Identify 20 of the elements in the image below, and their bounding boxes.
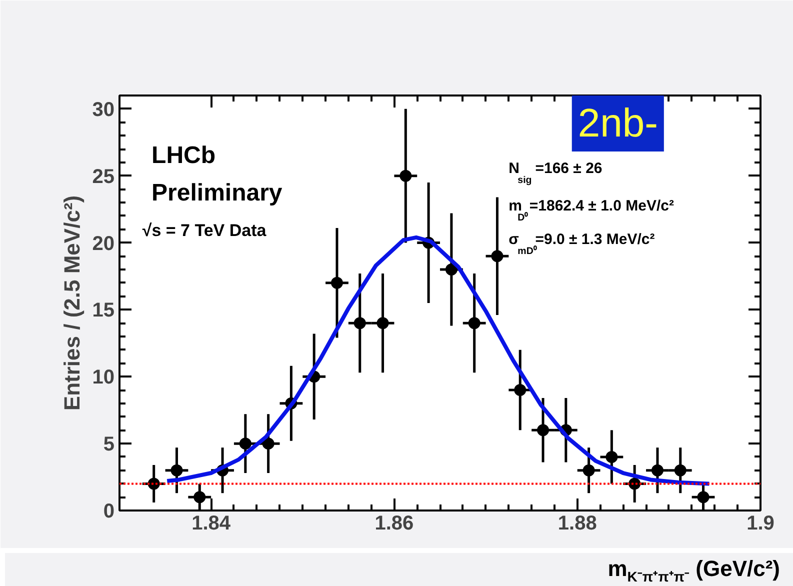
- x-tick-label: 1.84: [192, 512, 232, 534]
- annotation: √s = 7 TeV Data: [142, 221, 267, 240]
- annotation: Preliminary: [152, 180, 283, 207]
- annotation: σmD⁰=9.0 ± 1.3 MeV/c²: [508, 231, 655, 258]
- y-tick-label: 10: [92, 366, 115, 389]
- y-tick-label: 0: [103, 500, 114, 522]
- annotation: LHCb: [152, 142, 216, 170]
- annotation: 2nb-: [578, 102, 658, 146]
- annotation: Nsig=166 ± 26: [508, 160, 602, 186]
- y-tick-label: 25: [92, 166, 115, 188]
- y-tick-label: 5: [103, 434, 114, 456]
- y-tick-label: 15: [92, 300, 115, 322]
- annotation: mD⁰=1862.4 ± 1.0 MeV/c²: [508, 198, 674, 224]
- x-tick-label: 1.9: [746, 512, 774, 534]
- y-tick-label: 30: [92, 98, 115, 121]
- x-axis-title: m$_{K⁻π⁺π⁺π⁻}$ (GeV/c²): [608, 555, 780, 586]
- x-tick-label: 1.86: [374, 512, 414, 534]
- y-tick-label: 20: [92, 232, 115, 255]
- x-tick-label: 1.88: [558, 512, 597, 534]
- y-axis-title: Entries / (2.5 MeV/c²): [59, 195, 84, 411]
